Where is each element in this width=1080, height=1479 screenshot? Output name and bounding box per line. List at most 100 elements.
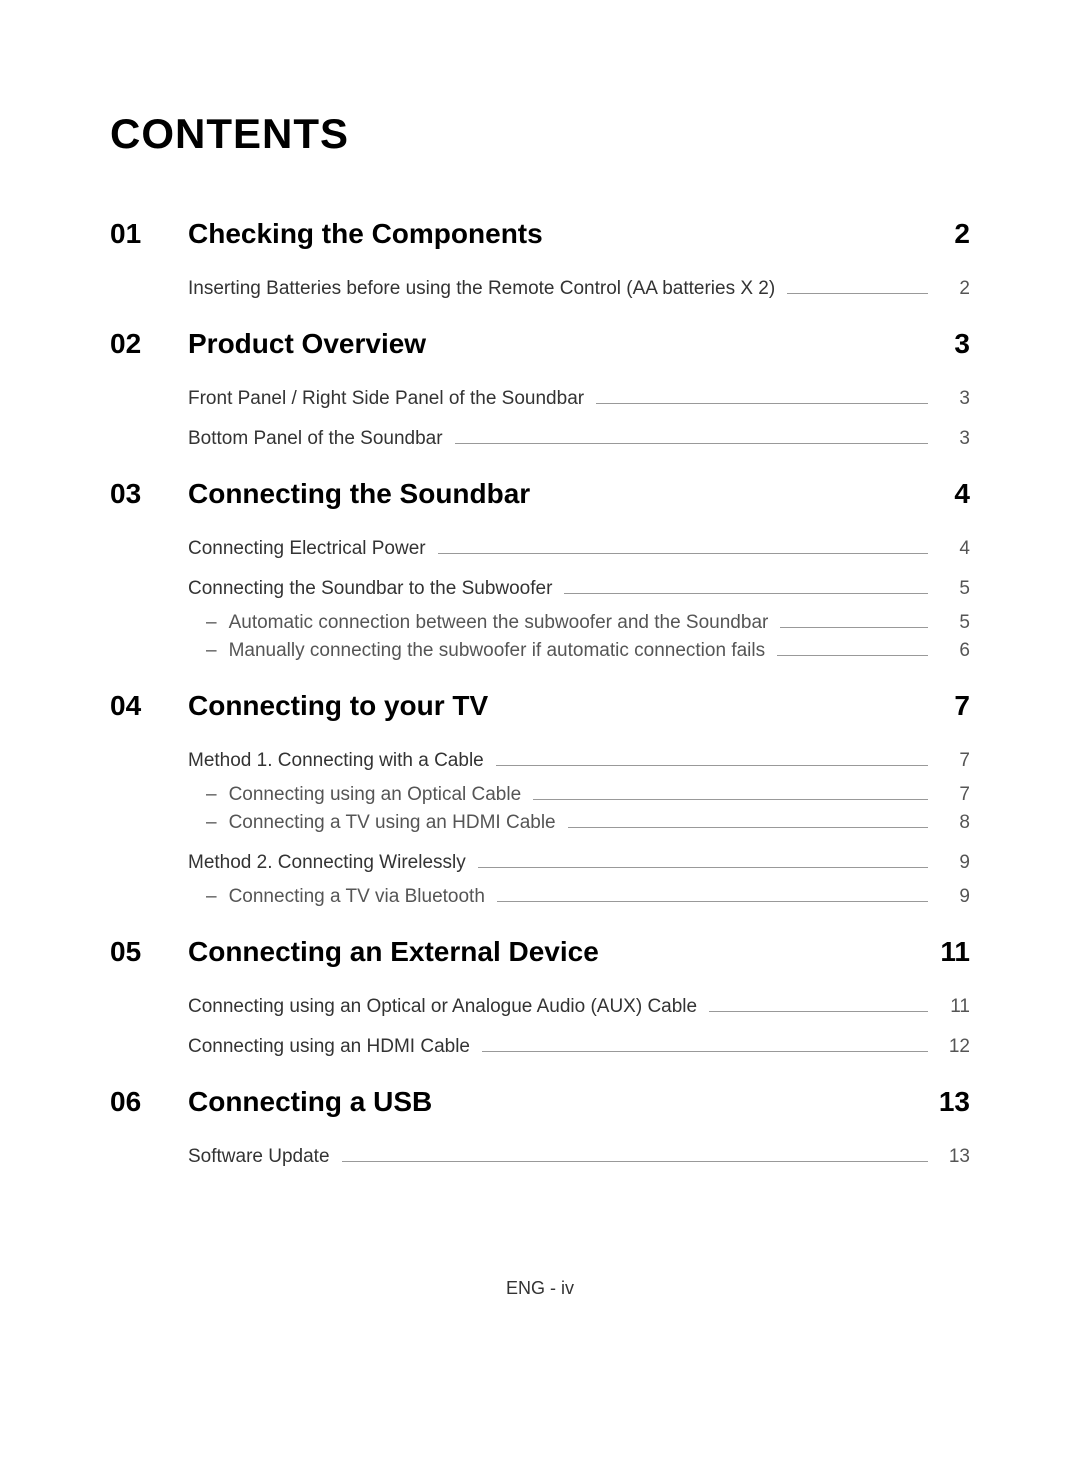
section-title: Connecting an External Device <box>188 936 920 968</box>
toc-section: 04Connecting to your TV7Method 1. Connec… <box>110 690 970 908</box>
section-title: Product Overview <box>188 328 920 360</box>
section-header: 06Connecting a USB13 <box>110 1086 970 1118</box>
entry-text: Connecting using an Optical or Analogue … <box>188 996 697 1018</box>
entry-leader-line <box>780 627 928 628</box>
toc-section: 05Connecting an External Device11Connect… <box>110 936 970 1058</box>
section-page: 2 <box>920 218 970 250</box>
section-title: Connecting the Soundbar <box>188 478 920 510</box>
toc-entry: Method 2. Connecting Wirelessly 9 <box>188 852 970 874</box>
entry-leader-line <box>787 293 928 294</box>
section-entries: Front Panel / Right Side Panel of the So… <box>110 388 970 450</box>
entry-leader-line <box>342 1161 928 1162</box>
section-title: Checking the Components <box>188 218 920 250</box>
entry-page: 2 <box>940 278 970 300</box>
sub-entry-page: 6 <box>940 640 970 662</box>
contents-title: CONTENTS <box>110 110 970 158</box>
entry-text: Bottom Panel of the Soundbar <box>188 428 443 450</box>
toc-sub-entry: Manually connecting the subwoofer if aut… <box>188 640 970 662</box>
entry-group: Inserting Batteries before using the Rem… <box>188 278 970 300</box>
entry-group: Method 2. Connecting Wirelessly9Connecti… <box>188 852 970 908</box>
section-number: 06 <box>110 1086 188 1118</box>
sub-entry-text: Connecting using an Optical Cable <box>229 784 522 806</box>
entry-leader-line <box>496 765 928 766</box>
section-number: 05 <box>110 936 188 968</box>
section-header: 02Product Overview3 <box>110 328 970 360</box>
entry-group: Connecting using an Optical or Analogue … <box>188 996 970 1018</box>
sub-entry-text: Automatic connection between the subwoof… <box>229 612 769 634</box>
entry-page: 9 <box>940 852 970 874</box>
toc-entry: Front Panel / Right Side Panel of the So… <box>188 388 970 410</box>
entry-text: Connecting Electrical Power <box>188 538 426 560</box>
entry-page: 3 <box>940 428 970 450</box>
entry-group: Software Update 13 <box>188 1146 970 1168</box>
entry-leader-line <box>596 403 928 404</box>
entry-page: 11 <box>940 996 970 1018</box>
section-entries: Connecting Electrical Power 4 Connecting t… <box>110 538 970 662</box>
sub-entry-page: 8 <box>940 812 970 834</box>
toc-section: 06Connecting a USB13Software Update13 <box>110 1086 970 1168</box>
entry-group: Method 1. Connecting with a Cable7Connec… <box>188 750 970 834</box>
toc-sub-entry: Connecting a TV via Bluetooth 9 <box>188 886 970 908</box>
entry-page: 13 <box>940 1146 970 1168</box>
entry-group: Bottom Panel of the Soundbar 3 <box>188 428 970 450</box>
toc-entry: Connecting Electrical Power 4 <box>188 538 970 560</box>
entry-leader-line <box>533 799 928 800</box>
section-header: 05Connecting an External Device11 <box>110 936 970 968</box>
entry-leader-line <box>568 827 928 828</box>
entry-text: Connecting the Soundbar to the Subwoofer <box>188 578 552 600</box>
entry-page: 7 <box>940 750 970 772</box>
toc-entry: Method 1. Connecting with a Cable 7 <box>188 750 970 772</box>
entry-leader-line <box>455 443 928 444</box>
entry-leader-line <box>777 655 928 656</box>
section-title: Connecting a USB <box>188 1086 920 1118</box>
entry-page: 4 <box>940 538 970 560</box>
entry-text: Method 2. Connecting Wirelessly <box>188 852 466 874</box>
entry-group: Connecting the Soundbar to the Subwoofer… <box>188 578 970 662</box>
entry-leader-line <box>438 553 928 554</box>
toc-sub-entry: Connecting using an Optical Cable 7 <box>188 784 970 806</box>
entry-group: Front Panel / Right Side Panel of the So… <box>188 388 970 410</box>
toc-section: 01Checking the Components2 Inserting Batt… <box>110 218 970 300</box>
entry-leader-line <box>482 1051 928 1052</box>
section-page: 13 <box>920 1086 970 1118</box>
section-number: 02 <box>110 328 188 360</box>
section-title: Connecting to your TV <box>188 690 920 722</box>
toc-entry: Bottom Panel of the Soundbar 3 <box>188 428 970 450</box>
entry-leader-line <box>709 1011 928 1012</box>
sub-entry-page: 9 <box>940 886 970 908</box>
sub-entry-page: 7 <box>940 784 970 806</box>
entry-text: Inserting Batteries before using the Rem… <box>188 278 775 300</box>
section-page: 4 <box>920 478 970 510</box>
entry-page: 12 <box>940 1036 970 1058</box>
entry-text: Software Update <box>188 1146 330 1168</box>
entry-page: 3 <box>940 388 970 410</box>
section-header: 01Checking the Components2 <box>110 218 970 250</box>
entry-page: 5 <box>940 578 970 600</box>
entry-group: Connecting using an HDMI Cable12 <box>188 1036 970 1058</box>
section-number: 04 <box>110 690 188 722</box>
entry-leader-line <box>564 593 928 594</box>
section-page: 11 <box>920 936 970 968</box>
entry-text: Method 1. Connecting with a Cable <box>188 750 484 772</box>
toc-sub-entry: Automatic connection between the subwoof… <box>188 612 970 634</box>
toc-entry: Inserting Batteries before using the Rem… <box>188 278 970 300</box>
toc-entry: Connecting using an HDMI Cable12 <box>188 1036 970 1058</box>
toc-entry: Software Update 13 <box>188 1146 970 1168</box>
section-header: 03Connecting the Soundbar4 <box>110 478 970 510</box>
entry-group: Connecting Electrical Power 4 <box>188 538 970 560</box>
section-header: 04Connecting to your TV7 <box>110 690 970 722</box>
sub-entry-text: Connecting a TV using an HDMI Cable <box>229 812 556 834</box>
section-entries: Method 1. Connecting with a Cable7Connec… <box>110 750 970 908</box>
toc-section: 02Product Overview3Front Panel / Right S… <box>110 328 970 450</box>
sub-entry-text: Manually connecting the subwoofer if aut… <box>229 640 766 662</box>
section-page: 3 <box>920 328 970 360</box>
section-entries: Inserting Batteries before using the Rem… <box>110 278 970 300</box>
section-page: 7 <box>920 690 970 722</box>
sub-entry-text: Connecting a TV via Bluetooth <box>229 886 485 908</box>
toc-sub-entry: Connecting a TV using an HDMI Cable 8 <box>188 812 970 834</box>
entry-leader-line <box>478 867 928 868</box>
sub-entry-page: 5 <box>940 612 970 634</box>
entry-leader-line <box>497 901 928 902</box>
section-entries: Connecting using an Optical or Analogue … <box>110 996 970 1058</box>
entry-text: Front Panel / Right Side Panel of the So… <box>188 388 584 410</box>
